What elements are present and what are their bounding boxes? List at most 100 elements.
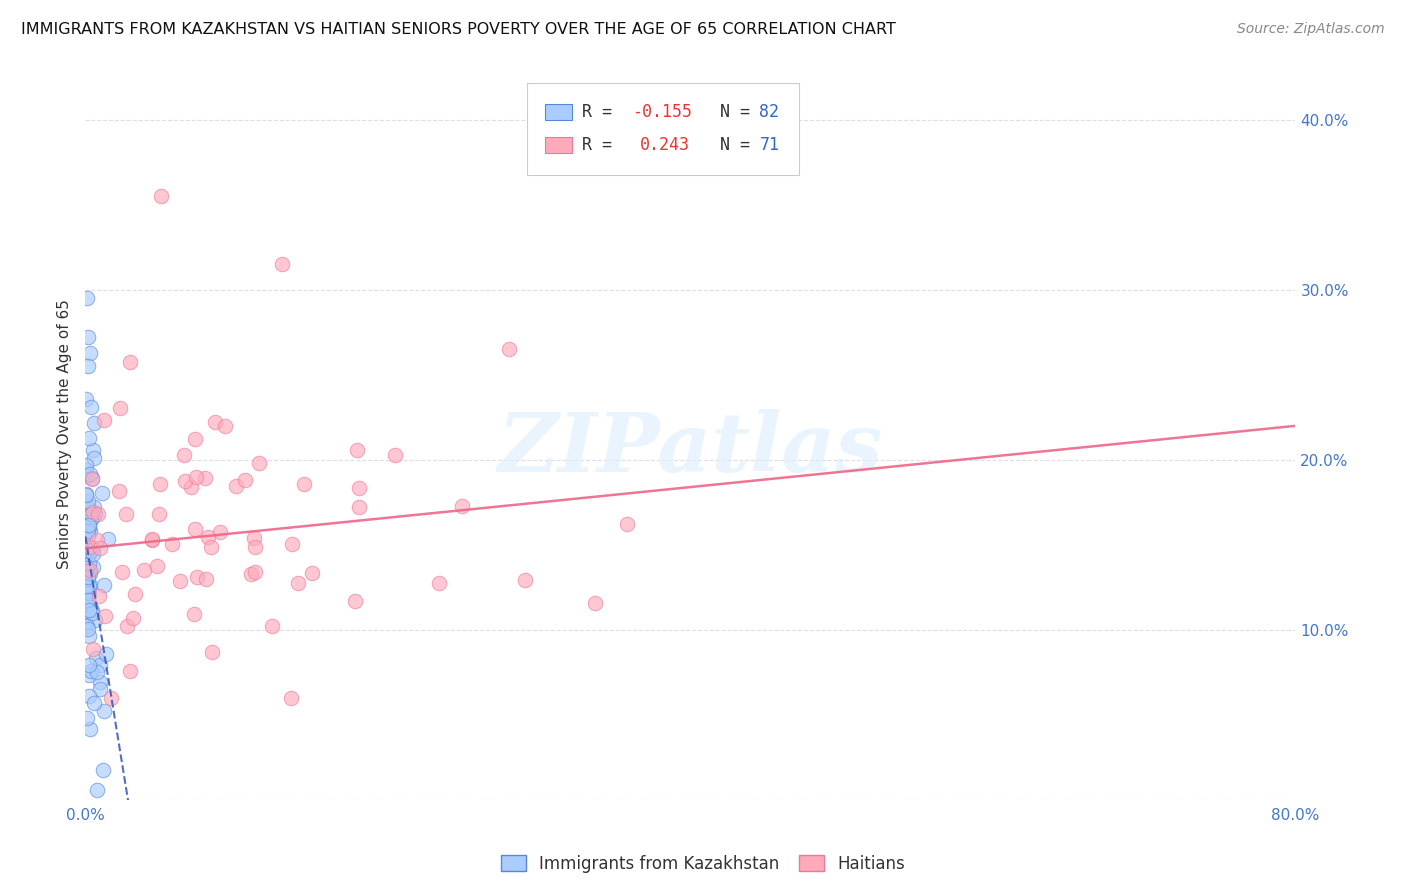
Point	[76, 559, 98, 574]
Point	[79, 519, 101, 533]
Point	[243, 532, 266, 546]
Y-axis label: Seniors Poverty Over the Age of 65: Seniors Poverty Over the Age of 65	[58, 300, 72, 569]
Point	[83, 450, 105, 465]
Point	[89, 674, 111, 689]
Text: N =: N =	[700, 136, 761, 154]
Point	[76, 560, 98, 574]
Point	[498, 343, 520, 357]
Point	[287, 575, 309, 590]
Point	[86, 665, 108, 679]
Point	[79, 578, 101, 592]
Point	[194, 471, 217, 485]
Point	[80, 471, 103, 485]
Point	[77, 359, 100, 374]
Point	[82, 559, 104, 574]
Point	[79, 689, 101, 703]
Point	[77, 597, 100, 611]
Point	[89, 658, 111, 673]
Point	[76, 711, 98, 725]
Point	[77, 431, 100, 445]
Point	[80, 603, 103, 617]
Point	[239, 566, 262, 581]
Point	[97, 532, 120, 546]
Point	[233, 473, 256, 487]
Point	[79, 524, 101, 539]
Point	[184, 432, 207, 446]
Point	[118, 664, 141, 678]
Point	[162, 537, 184, 551]
Point	[108, 401, 131, 415]
Point	[150, 189, 173, 203]
Point	[83, 613, 105, 627]
Point	[281, 537, 304, 551]
Point	[79, 467, 101, 481]
Point	[77, 510, 100, 524]
Point	[271, 257, 294, 271]
Point	[76, 584, 98, 599]
Point	[513, 574, 536, 588]
Point	[120, 355, 142, 369]
Point	[76, 570, 98, 584]
Point	[83, 417, 105, 431]
Point	[82, 548, 104, 562]
Point	[209, 524, 232, 539]
Point	[75, 458, 97, 473]
Point	[75, 618, 97, 632]
Point	[184, 522, 207, 536]
Point	[77, 579, 100, 593]
Point	[183, 607, 205, 621]
Point	[79, 722, 101, 736]
Text: -0.155: -0.155	[633, 103, 692, 121]
Point	[75, 487, 97, 501]
Point	[86, 650, 108, 665]
Point	[347, 481, 370, 495]
Point	[76, 524, 98, 538]
Point	[169, 574, 191, 589]
Point	[77, 493, 100, 508]
Point	[80, 512, 103, 526]
Point	[77, 508, 100, 523]
Point	[292, 477, 315, 491]
Text: Source: ZipAtlas.com: Source: ZipAtlas.com	[1237, 22, 1385, 37]
FancyBboxPatch shape	[527, 83, 800, 175]
Point	[79, 401, 101, 415]
Point	[132, 563, 155, 577]
Text: ZIPatlas: ZIPatlas	[498, 409, 883, 489]
Point	[180, 480, 202, 494]
Point	[76, 541, 98, 555]
Point	[141, 532, 163, 546]
Point	[108, 483, 131, 498]
Point	[76, 291, 98, 305]
Point	[115, 618, 138, 632]
Text: 71: 71	[759, 136, 779, 154]
Point	[86, 782, 108, 797]
Text: R =: R =	[582, 103, 621, 121]
Legend: Immigrants from Kazakhstan, Haitians: Immigrants from Kazakhstan, Haitians	[494, 848, 912, 880]
Point	[346, 442, 368, 457]
Point	[194, 572, 217, 586]
Point	[79, 545, 101, 559]
Point	[148, 508, 170, 522]
Point	[77, 668, 100, 682]
Point	[77, 622, 100, 636]
Point	[84, 507, 107, 521]
Point	[173, 448, 195, 462]
Point	[80, 472, 103, 486]
Point	[82, 607, 104, 621]
Point	[384, 448, 406, 462]
Point	[141, 533, 163, 547]
Point	[77, 500, 100, 515]
Point	[280, 691, 302, 706]
Point	[174, 474, 197, 488]
Point	[77, 586, 100, 600]
Point	[76, 330, 98, 344]
Point	[83, 697, 105, 711]
Point	[243, 540, 266, 554]
Point	[110, 565, 132, 579]
Point	[450, 499, 472, 513]
Text: N =: N =	[700, 103, 761, 121]
Point	[83, 500, 105, 514]
Point	[76, 598, 98, 612]
Point	[124, 587, 146, 601]
Point	[75, 580, 97, 594]
